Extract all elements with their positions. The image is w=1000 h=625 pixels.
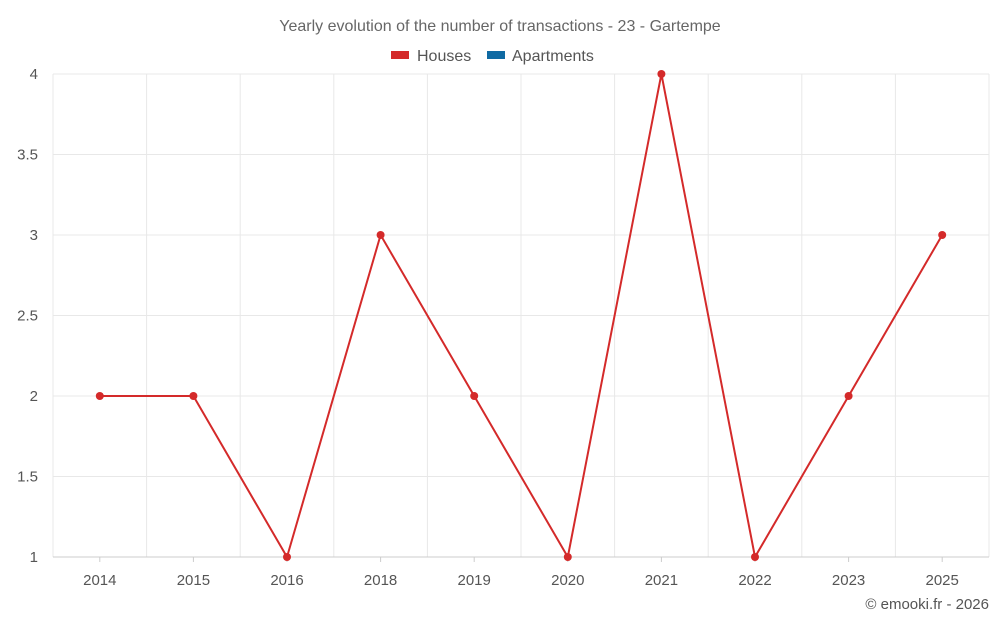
x-tick-label: 2020: [551, 572, 584, 589]
x-tick-label: 2015: [177, 572, 210, 589]
gridlines: [52, 73, 990, 558]
x-tick-label: 2022: [738, 572, 771, 589]
data-point[interactable]: [95, 392, 104, 400]
series-houses: [95, 70, 947, 561]
series-line-houses: [99, 73, 944, 558]
y-tick-label: 3: [30, 227, 38, 244]
x-axis-ticks: 2014 2015 2016 2018 2019 2020 2021 2022 2023 2025: [83, 557, 959, 589]
x-tick-label: 2018: [364, 572, 397, 589]
data-point[interactable]: [563, 553, 572, 561]
y-tick-label: 1.5: [17, 469, 38, 486]
legend-swatch-houses: [391, 51, 409, 59]
credit-text: © emooki.fr - 2026: [865, 596, 989, 613]
x-tick-label: 2023: [832, 572, 865, 589]
y-axis-ticks: 1 1.5 2 2.5 3 3.5 4: [17, 66, 38, 566]
y-tick-label: 1: [30, 549, 38, 566]
data-point[interactable]: [376, 231, 385, 239]
data-point[interactable]: [844, 392, 853, 400]
legend-label-apartments[interactable]: Apartments: [512, 48, 594, 65]
data-point[interactable]: [657, 70, 666, 78]
y-tick-label: 4: [30, 66, 38, 83]
data-point[interactable]: [283, 553, 291, 561]
chart-title: Yearly evolution of the number of transa…: [279, 18, 721, 35]
x-tick-label: 2019: [458, 572, 491, 589]
y-tick-label: 2: [30, 388, 38, 405]
y-tick-label: 3.5: [17, 147, 38, 164]
legend: Houses Apartments: [391, 48, 594, 65]
x-tick-label: 2021: [645, 572, 678, 589]
y-tick-label: 2.5: [17, 308, 38, 325]
data-point[interactable]: [938, 231, 947, 239]
data-point[interactable]: [189, 392, 198, 400]
data-point[interactable]: [751, 553, 759, 561]
legend-label-houses[interactable]: Houses: [417, 48, 471, 65]
x-tick-label: 2016: [270, 572, 303, 589]
legend-swatch-apartments: [487, 51, 505, 59]
x-tick-label: 2025: [926, 572, 959, 589]
x-tick-label: 2014: [83, 572, 116, 589]
data-point[interactable]: [470, 392, 479, 400]
